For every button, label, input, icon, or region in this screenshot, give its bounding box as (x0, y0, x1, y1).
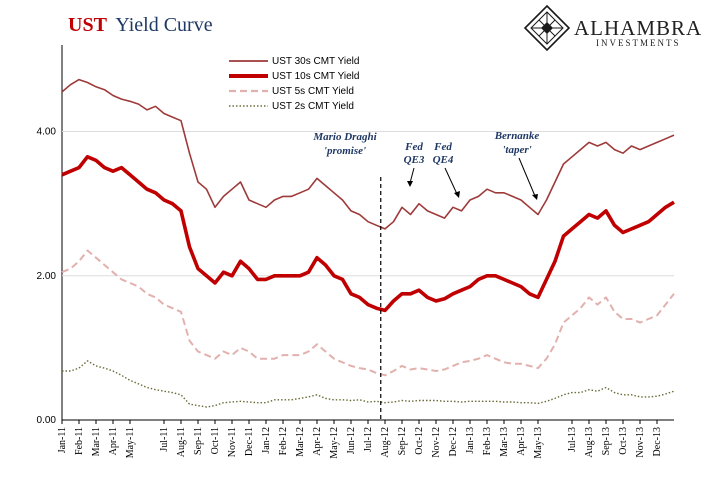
x-tick-label: Apr-12 (312, 427, 323, 456)
x-tick-label: Apr-11 (108, 427, 119, 455)
x-tick-label: Feb-12 (278, 427, 289, 455)
annotation-qe4-line2: QE4 (433, 154, 454, 166)
legend-item-30s: UST 30s CMT Yield (229, 56, 359, 67)
x-tick-label: Aug-11 (176, 427, 187, 457)
x-tick-label: Jul-12 (363, 427, 374, 452)
x-tick-label: Jan-11 (57, 427, 68, 453)
x-tick-label: Jan-13 (465, 427, 476, 454)
x-tick-label: Nov-13 (635, 427, 646, 458)
x-tick-label: Sep-12 (397, 427, 408, 455)
annotation-qe3: Fed QE3 (404, 141, 425, 187)
annotation-taper-line1: Bernanke (494, 130, 540, 142)
chart-title: UST Yield Curve (68, 14, 213, 36)
x-tick-label: Sep-11 (193, 427, 204, 455)
series-line-0 (61, 78, 675, 230)
x-tick-label: Jul-11 (159, 427, 170, 452)
x-tick-label: Dec-12 (448, 427, 459, 456)
x-tick-label: Apr-13 (516, 427, 527, 456)
y-tick-label: 2.00 (37, 271, 57, 282)
legend: UST 30s CMT Yield UST 10s CMT Yield UST … (229, 56, 359, 112)
brand-name: ALHAMBRA (574, 16, 702, 40)
annotation-qe3-arrow (409, 167, 415, 184)
annotation-qe4-arrowhead (454, 191, 460, 198)
x-tick-label: May-13 (533, 427, 544, 459)
annotation-taper-arrow (518, 157, 536, 197)
annotation-qe4-line1: Fed (433, 141, 452, 153)
annotation-draghi-line1: Mario Draghi (312, 131, 377, 143)
x-tick-label: Jun-12 (346, 427, 357, 454)
annotation-taper-arrowhead (532, 194, 538, 200)
annotation-draghi-line2: 'promise' (324, 145, 366, 157)
x-tick-label: Nov-12 (431, 427, 442, 458)
annotation-qe3-line2: QE3 (404, 154, 425, 166)
chart-title-rest: Yield Curve (115, 14, 212, 36)
legend-label-2s: UST 2s CMT Yield (272, 101, 354, 112)
legend-label-30s: UST 30s CMT Yield (272, 56, 359, 67)
annotation-qe3-arrowhead (407, 181, 413, 187)
series-line-2 (61, 249, 675, 377)
x-tick-label: Dec-13 (652, 427, 663, 456)
x-tick-label: Aug-12 (380, 427, 391, 458)
series-line-3 (62, 360, 675, 408)
legend-label-5s: UST 5s CMT Yield (272, 86, 354, 97)
x-tick-label: Sep-13 (601, 427, 612, 455)
annotation-taper-line2: 'taper' (502, 144, 531, 156)
x-tick-label: Jul-13 (567, 427, 578, 452)
x-tick-label: Oct-11 (210, 427, 221, 454)
legend-item-2s: UST 2s CMT Yield (229, 101, 354, 112)
grid-lines (62, 131, 674, 277)
x-tick-label: Feb-13 (482, 427, 493, 455)
legend-label-10s: UST 10s CMT Yield (272, 71, 359, 82)
x-tick-label: May-11 (125, 427, 136, 458)
x-tick-label: Aug-13 (584, 427, 595, 458)
y-tick-label: 0.00 (37, 415, 57, 426)
diamond-lattice-icon (523, 4, 571, 52)
chart-title-bold: UST (68, 14, 108, 36)
x-tick-label: Oct-12 (414, 427, 425, 455)
series-line-1 (61, 155, 675, 313)
brand-subtitle: INVESTMENTS (596, 38, 681, 48)
legend-item-10s: UST 10s CMT Yield (229, 71, 359, 82)
x-tick-label: Mar-13 (499, 427, 510, 457)
legend-item-5s: UST 5s CMT Yield (229, 86, 354, 97)
y-axis-ticks: 4.00 2.00 0.00 (37, 127, 57, 426)
x-tick-label: Mar-12 (295, 427, 306, 457)
brand-logo: ALHAMBRA INVESTMENTS (523, 4, 702, 52)
x-tick-label: Nov-11 (227, 427, 238, 457)
annotation-taper: Bernanke 'taper' (494, 130, 540, 200)
annotation-qe4-arrow (444, 167, 458, 195)
annotation-qe4: Fed QE4 (433, 141, 460, 198)
x-tick-label: May-12 (329, 427, 340, 459)
annotation-qe3-line1: Fed (404, 141, 423, 153)
y-tick-label: 4.00 (37, 127, 57, 138)
x-tick-label: Dec-11 (244, 427, 255, 456)
annotation-draghi: Mario Draghi 'promise' (312, 131, 377, 157)
x-axis-ticks: Jan-11 Feb-11 Mar-11 Apr-11 May-11 Jul-11 Aug-… (57, 420, 663, 459)
x-tick-label: Mar-11 (91, 427, 102, 456)
x-tick-label: Oct-13 (618, 427, 629, 455)
x-tick-label: Jan-12 (261, 427, 272, 454)
series-lines (61, 78, 675, 408)
x-tick-label: Feb-11 (74, 427, 85, 455)
